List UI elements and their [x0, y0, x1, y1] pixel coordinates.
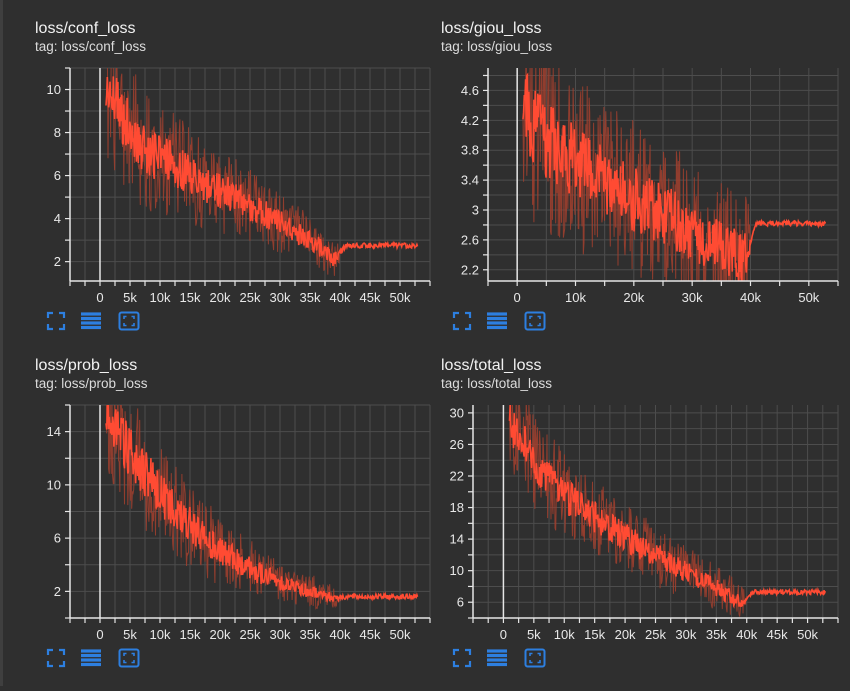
y-tick-label: 22	[450, 469, 464, 484]
fit-domain-icon[interactable]	[45, 647, 67, 669]
x-tick-label: 50k	[390, 290, 411, 305]
x-tick-label: 35k	[300, 627, 321, 642]
y-tick-label: 2.6	[461, 232, 479, 247]
y-tick-label: 10	[450, 563, 464, 578]
chart-card-conf-loss: loss/conf_loss tag: loss/conf_loss 0 5k 10k 1…	[35, 16, 440, 354]
x-tick-label: 50k	[797, 627, 818, 642]
x-tick-label: 50k	[798, 290, 819, 305]
x-tick-label: 40k	[330, 627, 351, 642]
chart-tag: tag: loss/conf_loss	[35, 39, 147, 54]
x-tick-label: 25k	[240, 627, 261, 642]
y-tick-label: 2	[54, 254, 61, 269]
chart-plot[interactable]: 0 5k 10k 15k 20k 25k 30k 35k 40k 45k 50k 6 10 14 18 22 2…	[441, 353, 846, 653]
x-tick-label: 40k	[736, 627, 757, 642]
y-tick-label: 18	[450, 500, 464, 515]
chart-plot[interactable]: 0 5k 10k 15k 20k 25k 30k 35k 40k 45k 50k 2 6 10 14	[35, 353, 440, 653]
chart-plot[interactable]: 0 5k 10k 15k 20k 25k 30k 35k 40k 45k 50k 2 4 6 8 10	[35, 16, 440, 316]
chart-plot[interactable]: 0 10k 20k 30k 40k 50k 2.2 2.6 3 3.4 3.8 4.2 4.6	[441, 16, 846, 316]
y-tick-label: 3.8	[461, 143, 479, 158]
y-tick-label: 4	[54, 211, 61, 226]
y-tick-label: 6	[457, 595, 464, 610]
x-tick-label: 30k	[675, 627, 696, 642]
x-tick-label: 35k	[706, 627, 727, 642]
x-tick-label: 30k	[270, 627, 291, 642]
x-tick-label: 25k	[645, 627, 666, 642]
x-tick-label: 50k	[390, 627, 411, 642]
x-tick-label: 20k	[623, 290, 644, 305]
toggle-log-icon[interactable]	[486, 310, 508, 332]
series-smoothed-line	[105, 76, 419, 267]
chart-title: loss/conf_loss	[35, 20, 136, 37]
x-tick-label: 45k	[767, 627, 788, 642]
chart-title: loss/giou_loss	[441, 20, 542, 37]
x-tick-label: 0	[96, 627, 103, 642]
fit-domain-icon[interactable]	[451, 647, 473, 669]
x-tick-label: 20k	[210, 627, 231, 642]
y-tick-label: 14	[450, 532, 464, 547]
x-tick-label: 10k	[554, 627, 575, 642]
chart-tag: tag: loss/prob_loss	[35, 376, 148, 391]
x-tick-label: 35k	[300, 290, 321, 305]
series-raw-line	[522, 68, 826, 281]
x-tick-label: 15k	[180, 627, 201, 642]
x-tick-label: 45k	[360, 627, 381, 642]
x-tick-label: 30k	[270, 290, 291, 305]
x-tick-label: 40k	[740, 290, 761, 305]
y-tick-label: 2	[54, 584, 61, 599]
x-tick-label: 0	[96, 290, 103, 305]
fit-domain-icon[interactable]	[451, 310, 473, 332]
x-tick-label: 20k	[210, 290, 231, 305]
y-tick-label: 26	[450, 437, 464, 452]
fit-domain-icon[interactable]	[45, 310, 67, 332]
y-tick-label: 4.2	[461, 113, 479, 128]
toggle-log-icon[interactable]	[80, 647, 102, 669]
series-smoothed-line	[105, 405, 419, 604]
y-tick-label: 6	[54, 531, 61, 546]
toggle-log-icon[interactable]	[486, 647, 508, 669]
chart-card-giou-loss: loss/giou_loss tag: loss/giou_loss 0 10k 20k…	[441, 16, 846, 354]
y-tick-label: 14	[47, 424, 61, 439]
x-tick-label: 5k	[123, 290, 137, 305]
x-tick-label: 45k	[360, 290, 381, 305]
x-tick-label: 0	[514, 290, 521, 305]
x-tick-label: 10k	[150, 627, 171, 642]
series-smoothed-line	[522, 72, 827, 281]
x-tick-label: 5k	[123, 627, 137, 642]
chart-card-prob-loss: loss/prob_loss tag: loss/prob_loss 0 5k 10k 1…	[35, 353, 440, 691]
expand-chart-icon[interactable]	[118, 647, 140, 669]
chart-tag: tag: loss/giou_loss	[441, 39, 553, 54]
chart-card-total-loss: loss/total_loss tag: loss/total_loss 0 5k 10…	[441, 353, 846, 691]
series-raw-line	[509, 405, 826, 617]
x-tick-label: 15k	[584, 627, 605, 642]
toggle-log-icon[interactable]	[80, 310, 102, 332]
expand-chart-icon[interactable]	[524, 647, 546, 669]
x-tick-label: 5k	[527, 627, 541, 642]
series-smoothed-line	[508, 405, 827, 608]
x-tick-label: 30k	[682, 290, 703, 305]
y-tick-label: 3	[472, 203, 479, 218]
x-tick-label: 10k	[150, 290, 171, 305]
y-tick-label: 10	[47, 477, 61, 492]
y-tick-label: 30	[450, 405, 464, 420]
x-tick-label: 15k	[180, 290, 201, 305]
y-tick-label: 4.6	[461, 83, 479, 98]
y-tick-label: 8	[54, 125, 61, 140]
panel-left-border	[0, 0, 3, 686]
expand-chart-icon[interactable]	[118, 310, 140, 332]
x-tick-label: 10k	[565, 290, 586, 305]
chart-title: loss/total_loss	[441, 357, 542, 374]
y-tick-label: 6	[54, 168, 61, 183]
y-tick-label: 2.2	[461, 262, 479, 277]
x-tick-label: 40k	[330, 290, 351, 305]
chart-title: loss/prob_loss	[35, 357, 138, 374]
y-tick-label: 3.4	[461, 173, 479, 188]
x-tick-label: 25k	[240, 290, 261, 305]
y-tick-label: 10	[47, 82, 61, 97]
x-tick-label: 0	[500, 627, 507, 642]
chart-tag: tag: loss/total_loss	[441, 376, 553, 391]
x-tick-label: 20k	[615, 627, 636, 642]
expand-chart-icon[interactable]	[524, 310, 546, 332]
